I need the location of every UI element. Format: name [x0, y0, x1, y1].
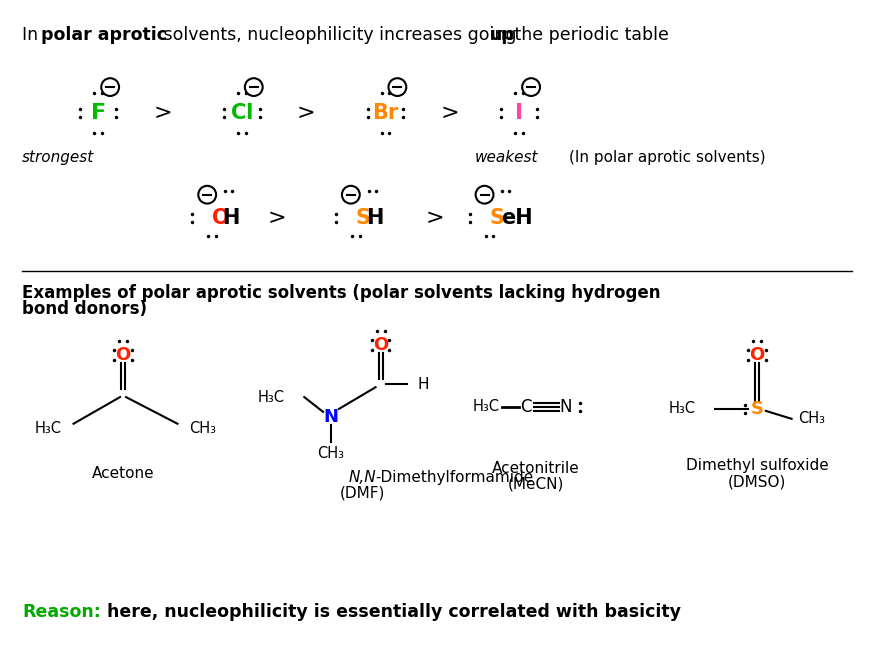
Text: N,N: N,N [349, 470, 377, 485]
Text: polar aprotic: polar aprotic [41, 26, 167, 44]
Text: -Dimethylformamide: -Dimethylformamide [376, 470, 534, 485]
Text: (DMSO): (DMSO) [728, 474, 786, 489]
Text: S: S [356, 209, 371, 228]
Text: H: H [365, 209, 383, 228]
Text: the periodic table: the periodic table [510, 26, 669, 44]
Text: O: O [212, 209, 230, 228]
Text: Reason:: Reason: [22, 603, 101, 621]
Text: H₃C: H₃C [35, 421, 61, 436]
Text: Acetone: Acetone [92, 466, 155, 481]
Text: S: S [489, 209, 504, 228]
Text: S: S [751, 400, 763, 418]
Text: H₃C: H₃C [258, 390, 284, 405]
Text: (DMF): (DMF) [340, 486, 385, 501]
Text: Cl: Cl [231, 103, 253, 123]
Text: Acetonitrile: Acetonitrile [492, 461, 580, 476]
Text: Dimethyl sulfoxide: Dimethyl sulfoxide [685, 458, 829, 473]
Text: H: H [417, 377, 428, 392]
Text: eH: eH [502, 209, 533, 228]
Text: I: I [515, 103, 524, 123]
Text: >: > [440, 103, 459, 123]
Text: N: N [559, 398, 572, 416]
Text: Examples of polar aprotic solvents (polar solvents lacking hydrogen: Examples of polar aprotic solvents (pola… [22, 284, 661, 301]
Text: C: C [520, 398, 532, 416]
Text: (MeCN): (MeCN) [508, 476, 565, 491]
Text: O: O [373, 336, 388, 354]
Text: H₃C: H₃C [473, 400, 499, 415]
Text: up: up [489, 26, 515, 44]
Text: H₃C: H₃C [669, 402, 696, 417]
Text: H: H [222, 209, 239, 228]
Text: In: In [22, 26, 44, 44]
Text: >: > [267, 209, 286, 228]
Text: >: > [153, 103, 172, 123]
Text: >: > [297, 103, 316, 123]
Text: Br: Br [372, 103, 399, 123]
Text: N: N [323, 408, 338, 426]
Text: solvents, nucleophilicity increases going: solvents, nucleophilicity increases goin… [157, 26, 522, 44]
Text: weakest: weakest [475, 150, 538, 165]
Text: O: O [749, 346, 765, 364]
Text: CH₃: CH₃ [190, 421, 217, 436]
Text: bond donors): bond donors) [22, 301, 147, 318]
Text: CH₃: CH₃ [317, 447, 344, 462]
Text: O: O [115, 346, 130, 364]
Text: strongest: strongest [22, 150, 94, 165]
Text: CH₃: CH₃ [799, 411, 826, 426]
Text: >: > [426, 209, 444, 228]
Text: here, nucleophilicity is essentially correlated with basicity: here, nucleophilicity is essentially cor… [101, 603, 681, 621]
Text: (In polar aprotic solvents): (In polar aprotic solvents) [569, 150, 766, 165]
Text: F: F [91, 103, 106, 123]
